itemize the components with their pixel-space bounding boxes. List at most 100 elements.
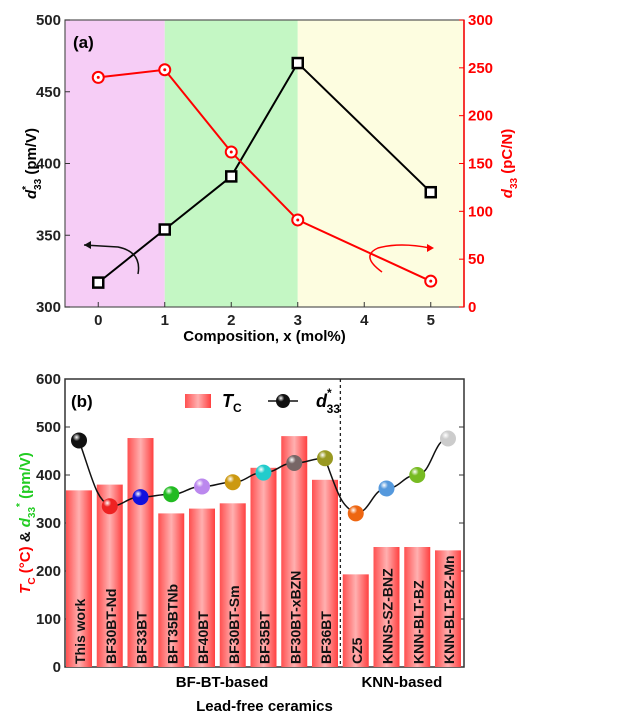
- data-point-dot: [229, 150, 233, 154]
- x-tick-label: 1: [161, 312, 169, 329]
- arrow-right-icon: [369, 244, 431, 273]
- region-2: [297, 20, 464, 307]
- legend-d-main: d: [316, 391, 328, 411]
- data-point-d33*: [92, 276, 105, 289]
- category-label: BF40BT: [195, 611, 211, 664]
- category-label: BF30BT-Sm: [226, 585, 242, 664]
- bar-BF30BT-xBZN: [281, 436, 308, 667]
- category-label: KNN-BLT-BZ: [410, 580, 426, 664]
- data-point-dot: [163, 68, 167, 72]
- ylabel-tc-unit: (°C): [17, 546, 34, 577]
- d33-ball-BF40BT: [194, 478, 210, 495]
- legend-tc: TC: [222, 391, 242, 415]
- y-axis-label-left-a: d*33 (pm/V): [21, 128, 44, 199]
- d33-ball-KNN-BLT-BZ-Mn: [440, 430, 456, 447]
- x-tick-label: 4: [360, 312, 369, 329]
- y-tick-label-right: 300: [468, 12, 493, 29]
- ylabel-main: d: [23, 189, 40, 199]
- legend-d-sup: *: [327, 386, 332, 400]
- region-0: [65, 20, 165, 307]
- category-label: BF36BT: [318, 611, 334, 664]
- ylabel-d-unit: (pm/V): [17, 452, 34, 503]
- y-tick-label: 200: [36, 563, 61, 580]
- ylabel-amp: &: [17, 527, 34, 546]
- ylabel-sup: *: [21, 186, 32, 190]
- legend-d-sub: 33: [327, 402, 341, 416]
- d33-ball-BFT35BTNb: [163, 486, 180, 503]
- y-tick-label: 100: [36, 611, 61, 628]
- legend-d33-ball: [276, 394, 290, 408]
- y-tick-label: 500: [36, 419, 61, 436]
- d33-ball-BF35BT: [255, 464, 272, 481]
- y-tick-label: 400: [36, 467, 61, 484]
- ylabel-d: d: [17, 517, 34, 527]
- ylabel-sub: 33: [33, 178, 44, 190]
- y-tick-label-left: 350: [36, 227, 61, 244]
- category-label: BF30BT-xBZN: [287, 571, 303, 664]
- y-tick-label: 0: [53, 659, 61, 676]
- legend-tc-sub: C: [233, 401, 242, 415]
- data-point-d33*: [158, 223, 171, 236]
- x-axis-label-a: Composition, x (mol%): [183, 328, 346, 345]
- data-point-d33*: [424, 185, 437, 199]
- data-point-dot: [96, 75, 100, 79]
- y-tick-label-left: 450: [36, 84, 61, 101]
- category-label: BFT35BTNb: [164, 584, 180, 664]
- y-tick-label-right: 100: [468, 203, 493, 220]
- y-tick-label-right: 200: [468, 108, 493, 125]
- y-tick-label-left: 500: [36, 12, 61, 29]
- d33-ball-BF33BT: [132, 489, 149, 506]
- d33-ball-CZ5: [347, 505, 364, 522]
- x-axis-label-b: Lead-free ceramics: [196, 698, 333, 715]
- data-point-d33*: [291, 56, 304, 70]
- y-tick-label-right: 50: [468, 251, 485, 268]
- ylabel-unit: (pm/V): [23, 128, 40, 179]
- region-1: [164, 20, 298, 307]
- category-label: BF35BT: [257, 611, 273, 664]
- ylabel-d-sub: 33: [27, 507, 38, 519]
- d33-ball-BF36BT: [317, 450, 333, 467]
- bar-BF40BT: [189, 508, 215, 667]
- ylabel-unit: (pC/N): [499, 129, 516, 178]
- ylabel-tc-sub: C: [27, 577, 38, 584]
- y-axis-label-b: TC (°C) & d33* (pm/V): [15, 452, 38, 594]
- y-axis-label-right-a: d33 (pC/N): [499, 129, 520, 198]
- data-point-dot: [429, 279, 433, 283]
- y-tick-label: 600: [36, 371, 61, 388]
- y-tick-label: 300: [36, 515, 61, 532]
- y-tick-label-right: 150: [468, 156, 493, 173]
- d33-ball-BF30BT-Sm: [224, 474, 241, 491]
- x-tick-label: 5: [427, 312, 435, 329]
- d33-ball-This work: [71, 432, 87, 449]
- bar-KNNS-SZ-BNZ: [373, 547, 400, 667]
- bar-BFT35BTNb: [158, 513, 185, 667]
- bar-This work: [66, 490, 92, 667]
- bar-BF35BT: [250, 467, 277, 667]
- x-tick-label: 2: [227, 312, 235, 329]
- category-label: This work: [72, 598, 88, 664]
- x-tick-label: 3: [294, 312, 302, 329]
- y-tick-label-left: 400: [36, 156, 61, 173]
- ylabel-main: d: [499, 188, 516, 198]
- bar-KNN-BLT-BZ-Mn: [435, 550, 461, 667]
- data-point-d33*: [225, 170, 238, 183]
- ylabel-tc: T: [17, 583, 34, 594]
- ylabel-d-sup: *: [15, 503, 26, 507]
- group-label: KNN-based: [361, 674, 442, 691]
- bar-BF36BT: [312, 479, 338, 667]
- d33-ball-KNNS-SZ-BNZ: [378, 480, 395, 497]
- y-tick-label-right: 0: [468, 299, 476, 316]
- bar-KNN-BLT-BZ: [404, 547, 431, 667]
- data-point-dot: [296, 218, 300, 222]
- bar-CZ5: [342, 574, 369, 667]
- bar-BF30BT-Nd: [96, 484, 123, 667]
- category-label: CZ5: [349, 637, 365, 664]
- legend-tc-main: T: [222, 391, 235, 411]
- bar-BF30BT-Sm: [219, 503, 246, 667]
- arrowhead-right-icon: [427, 244, 434, 252]
- bar-BF33BT: [127, 438, 154, 667]
- ylabel-sub: 33: [509, 177, 520, 189]
- arrowhead-left-icon: [84, 241, 91, 249]
- x-tick-label: 0: [94, 312, 102, 329]
